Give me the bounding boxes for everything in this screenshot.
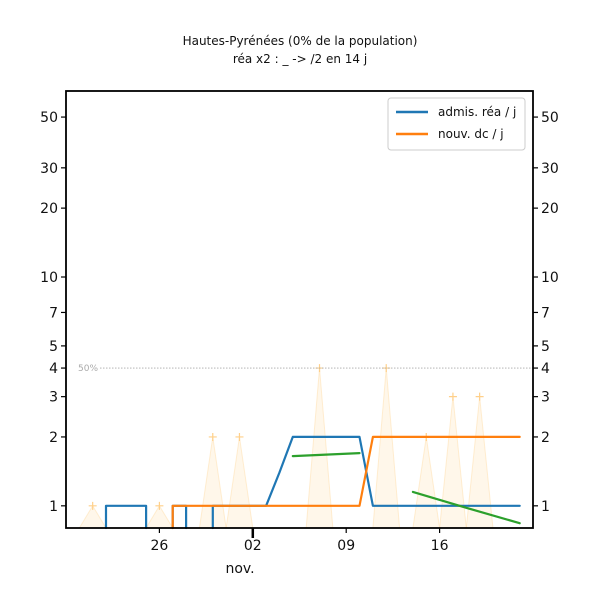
x-tick-label: 16 bbox=[431, 538, 449, 554]
legend-label-admis: admis. réa / j bbox=[438, 105, 516, 119]
y-tick-label: 4 bbox=[49, 361, 58, 377]
bg-spike bbox=[412, 436, 441, 529]
y-tick-label-right: 2 bbox=[541, 430, 550, 446]
bg-marker bbox=[448, 392, 457, 401]
y-tick-label-right: 10 bbox=[541, 270, 559, 286]
y-tick-label: 20 bbox=[40, 201, 58, 217]
x-tick-label: 02 bbox=[244, 538, 262, 554]
bg-marker bbox=[235, 432, 244, 441]
y-tick-label-right: 20 bbox=[541, 201, 559, 217]
bg-spike bbox=[305, 368, 334, 529]
plot-frame bbox=[65, 90, 534, 529]
series-layer bbox=[104, 435, 521, 530]
y-axis-left: 1 2 3 4 5 7 10 20 30 50 bbox=[40, 110, 66, 515]
bg-marker bbox=[208, 432, 217, 441]
y-tick-label-right: 1 bbox=[541, 499, 550, 515]
bg-spike bbox=[439, 396, 467, 529]
y-tick-label: 30 bbox=[40, 161, 58, 177]
bg-marker bbox=[88, 501, 97, 510]
y-tick-label: 5 bbox=[49, 339, 58, 355]
legend: admis. réa / j nouv. dc / j bbox=[387, 97, 526, 151]
y-tick-label: 10 bbox=[40, 270, 58, 286]
x-axis: 26 02 09 16 bbox=[150, 528, 449, 554]
bg-spike bbox=[372, 368, 401, 529]
reference-line-label: 50% bbox=[78, 364, 98, 374]
series-line-2 bbox=[291, 452, 521, 525]
y-tick-label-right: 30 bbox=[541, 161, 559, 177]
x-axis-label: nov. bbox=[225, 561, 254, 577]
chart-subtitle: réa x2 : _ -> /2 en 14 j bbox=[233, 52, 367, 66]
x-tick-label: 26 bbox=[150, 538, 168, 554]
legend-label-dc: nouv. dc / j bbox=[438, 127, 504, 141]
y-tick-label-right: 3 bbox=[541, 390, 550, 406]
y-tick-label-right: 50 bbox=[541, 110, 559, 126]
y-axis-right: 1 2 3 4 5 7 10 20 30 50 bbox=[533, 110, 559, 515]
x-tick-label: 09 bbox=[337, 538, 355, 554]
bg-marker bbox=[155, 501, 164, 510]
y-tick-label: 3 bbox=[49, 390, 58, 406]
series-line-1 bbox=[171, 435, 521, 530]
bg-marker bbox=[475, 392, 484, 401]
y-tick-label: 50 bbox=[40, 110, 58, 126]
y-tick-label-right: 7 bbox=[541, 305, 550, 321]
background-layer bbox=[78, 364, 494, 529]
y-tick-label: 2 bbox=[49, 430, 58, 446]
chart-title: Hautes-Pyrénées (0% de la population) bbox=[183, 34, 418, 48]
reference-line: 50% bbox=[78, 364, 533, 374]
y-tick-label-right: 5 bbox=[541, 339, 550, 355]
bg-spike bbox=[225, 436, 254, 529]
y-tick-label: 1 bbox=[49, 499, 58, 515]
y-tick-label: 7 bbox=[49, 305, 58, 321]
y-tick-label-right: 4 bbox=[541, 361, 550, 377]
